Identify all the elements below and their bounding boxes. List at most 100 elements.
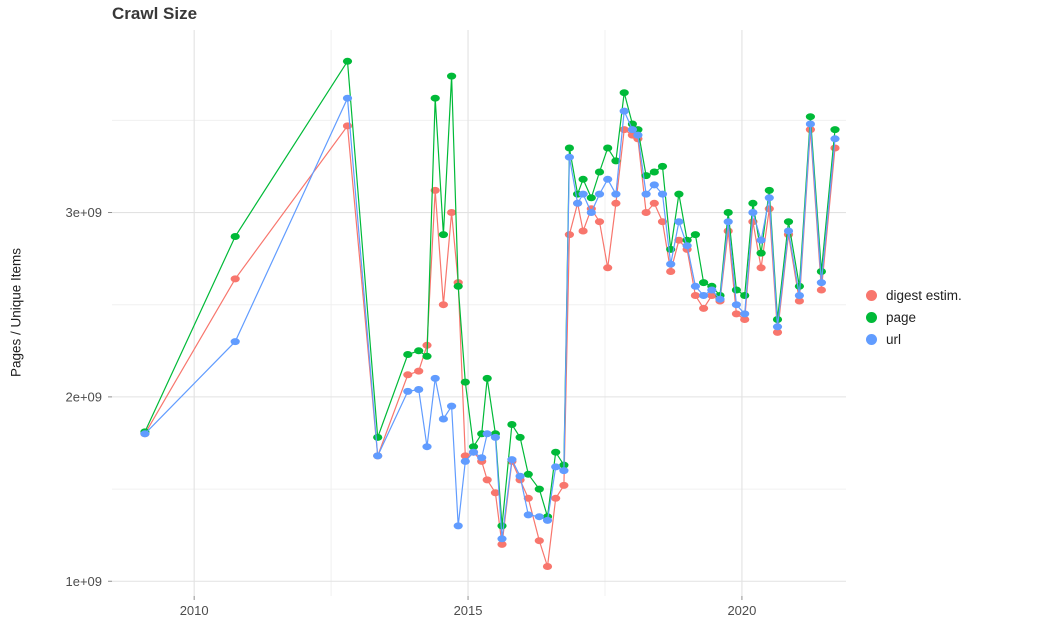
x-tick-label: 2015 (454, 603, 483, 618)
data-point (756, 236, 766, 244)
data-point (699, 279, 709, 287)
data-point (772, 323, 783, 331)
y-tick-label: 1e+09 (65, 574, 102, 589)
data-point (430, 374, 440, 382)
legend-item-page: page (866, 306, 962, 328)
data-point (523, 511, 533, 519)
data-point (772, 328, 783, 336)
data-point (723, 209, 733, 216)
data-point (482, 374, 492, 382)
data-point (603, 144, 613, 152)
data-point (542, 563, 553, 570)
data-point (453, 282, 463, 290)
data-point (666, 268, 676, 275)
data-point (816, 268, 827, 275)
data-point (403, 351, 413, 358)
data-point (690, 231, 701, 239)
x-tick-label: 2020 (727, 603, 756, 618)
data-point (490, 489, 500, 497)
data-point (523, 494, 533, 502)
legend-item-url: url (866, 328, 962, 350)
data-point (756, 264, 766, 272)
data-point (830, 126, 840, 134)
series-page (140, 57, 840, 530)
legend-label-page: page (886, 309, 917, 325)
data-point (534, 513, 544, 521)
data-point (438, 415, 448, 423)
gridlines (112, 30, 846, 596)
legend-label-digest: digest estim. (886, 287, 962, 303)
data-point (497, 522, 507, 530)
data-point (830, 144, 840, 152)
data-point (534, 537, 544, 545)
data-point (657, 218, 668, 226)
data-point (627, 126, 638, 134)
data-point (619, 107, 629, 115)
data-point (422, 352, 432, 360)
data-point (690, 292, 701, 299)
data-point (731, 286, 742, 294)
data-point (805, 120, 816, 128)
data-point (507, 456, 517, 464)
data-point (794, 292, 805, 299)
series-line (144, 59, 836, 526)
data-point (559, 467, 569, 475)
data-point (649, 168, 659, 176)
data-point (723, 218, 733, 226)
data-point (230, 275, 240, 283)
data-point (830, 135, 840, 143)
data-point (564, 144, 575, 152)
data-point (794, 297, 805, 305)
series-line (144, 124, 836, 567)
chart-title: Crawl Size (112, 4, 198, 23)
data-point (611, 190, 621, 198)
data-point (422, 443, 432, 451)
data-point (453, 522, 463, 530)
data-point (594, 190, 605, 198)
data-point (342, 94, 353, 102)
data-point (551, 448, 561, 456)
data-point (414, 386, 424, 393)
series-digest-estim- (140, 122, 840, 570)
data-point (764, 194, 774, 202)
y-tick-label: 2e+09 (65, 389, 102, 404)
data-point (740, 310, 750, 318)
data-point (373, 433, 383, 441)
data-point (490, 433, 500, 441)
data-point (460, 378, 470, 386)
data-point (641, 190, 651, 198)
data-point (764, 186, 774, 194)
data-point (482, 476, 492, 484)
data-point (603, 264, 613, 272)
data-point (657, 162, 668, 170)
data-point (578, 190, 588, 198)
data-point (140, 430, 150, 438)
data-point (756, 249, 766, 257)
data-point (649, 199, 659, 207)
data-point (715, 295, 725, 303)
data-point (564, 231, 575, 239)
data-point (699, 304, 709, 312)
data-point (682, 242, 692, 250)
data-point (699, 292, 709, 299)
data-point (619, 126, 629, 134)
data-point (674, 218, 684, 226)
data-point (783, 227, 794, 235)
data-point (403, 387, 413, 395)
data-point (564, 153, 575, 161)
data-point (674, 236, 684, 244)
data-point (551, 494, 561, 502)
data-point (611, 157, 621, 165)
data-point (477, 454, 487, 462)
data-point (805, 113, 816, 121)
data-point (816, 286, 827, 294)
data-point (342, 57, 353, 65)
data-point (707, 292, 717, 299)
y-tick-label: 3e+09 (65, 205, 102, 220)
data-point (573, 199, 583, 207)
data-point (731, 301, 742, 309)
x-tick-label: 2010 (180, 603, 209, 618)
data-point (438, 301, 448, 309)
